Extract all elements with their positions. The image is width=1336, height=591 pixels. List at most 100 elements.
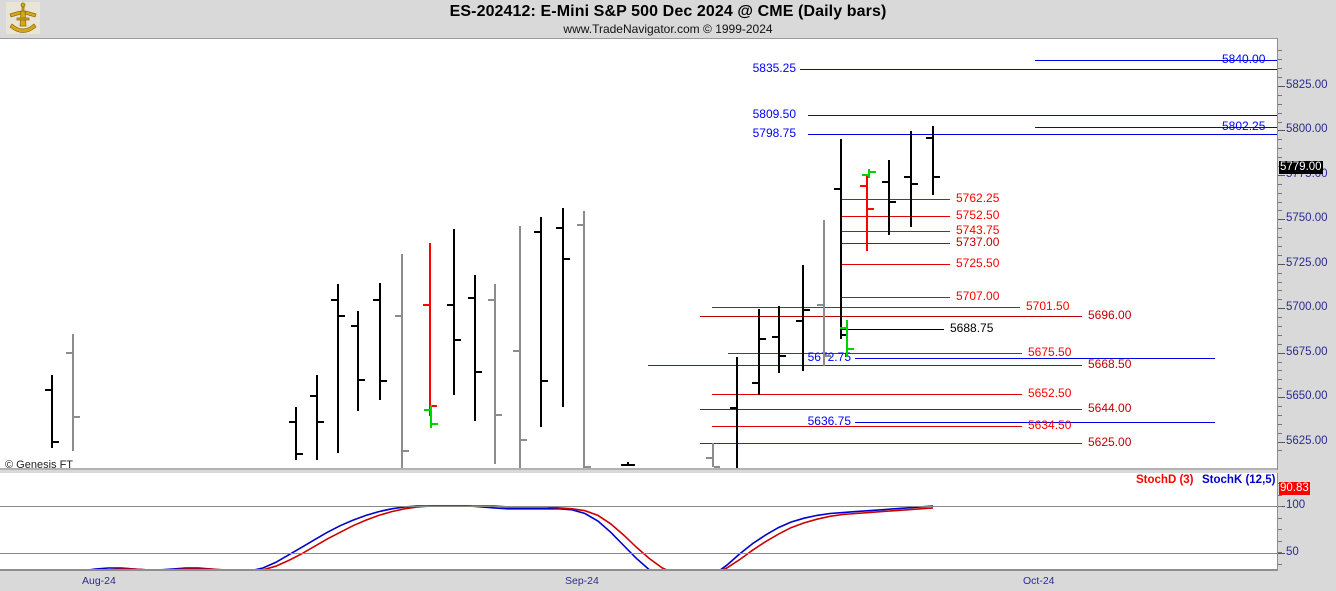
ohlc-bar[interactable] bbox=[424, 405, 438, 429]
ohlc-bar[interactable] bbox=[331, 284, 345, 454]
price-level-label[interactable]: 5634.50 bbox=[1028, 417, 1072, 432]
price-level-line[interactable] bbox=[800, 68, 1277, 70]
price-axis-minor-tick bbox=[1278, 379, 1282, 381]
bar-open-tick bbox=[331, 298, 337, 301]
price-level-label[interactable]: 5737.00 bbox=[956, 235, 1000, 250]
bar-range-stem bbox=[627, 462, 629, 466]
price-level-label[interactable]: 5743.75 bbox=[956, 223, 1000, 238]
price-level-label[interactable]: 5668.50 bbox=[1088, 357, 1132, 372]
bar-close-tick bbox=[629, 463, 635, 466]
price-level-line[interactable] bbox=[1035, 60, 1277, 62]
price-axis-minor-tick bbox=[1278, 121, 1282, 123]
ohlc-bar[interactable] bbox=[834, 138, 848, 340]
bar-close-tick bbox=[760, 337, 766, 340]
indicator-axis[interactable]: 100 50 90.83 bbox=[1277, 473, 1336, 571]
price-level-label[interactable]: 5798.75 bbox=[752, 125, 796, 140]
price-level-line[interactable] bbox=[700, 316, 1082, 318]
ohlc-bar[interactable] bbox=[904, 131, 918, 228]
ohlc-bar[interactable] bbox=[577, 211, 591, 468]
price-level-line[interactable] bbox=[712, 306, 1020, 308]
price-level-label[interactable]: 5707.00 bbox=[956, 288, 1000, 303]
price-axis-minor-tick bbox=[1278, 183, 1282, 185]
price-level-label[interactable]: 5636.75 bbox=[807, 413, 851, 428]
price-level-label[interactable]: 5675.50 bbox=[1028, 344, 1072, 359]
ohlc-bar[interactable] bbox=[373, 282, 387, 400]
price-level-line[interactable] bbox=[840, 329, 944, 331]
ohlc-bar[interactable] bbox=[926, 126, 940, 196]
price-level-label[interactable]: 5802.25 bbox=[1222, 119, 1266, 134]
price-axis[interactable]: 5825.00 5800.00 5775.00 5750.00 5725.00 5700.… bbox=[1277, 38, 1336, 470]
price-level-label[interactable]: 5809.50 bbox=[752, 106, 796, 121]
price-level-label[interactable]: 5696.00 bbox=[1088, 308, 1132, 323]
ohlc-bar[interactable] bbox=[513, 225, 527, 468]
price-level-label[interactable]: 5725.50 bbox=[956, 255, 1000, 270]
ohlc-bar[interactable] bbox=[752, 309, 766, 395]
price-level-line[interactable] bbox=[855, 421, 1215, 423]
bar-range-stem bbox=[474, 275, 476, 422]
price-level-label[interactable]: 5752.50 bbox=[956, 207, 1000, 222]
ohlc-bar[interactable] bbox=[395, 254, 409, 468]
bar-range-stem bbox=[337, 284, 339, 454]
ohlc-bar[interactable] bbox=[862, 168, 876, 178]
price-level-label[interactable]: 5644.00 bbox=[1088, 400, 1132, 415]
price-axis-tickmark bbox=[1278, 174, 1285, 176]
ohlc-bar[interactable] bbox=[45, 375, 59, 448]
ohlc-bar[interactable] bbox=[351, 311, 365, 411]
ohlc-bar[interactable] bbox=[447, 229, 461, 395]
price-level-line[interactable] bbox=[728, 352, 1022, 354]
legend-stoch-k[interactable]: StochK (12,5) bbox=[1202, 474, 1276, 486]
price-level-label[interactable]: 5835.25 bbox=[752, 60, 796, 75]
bar-range-stem bbox=[357, 311, 359, 411]
ohlc-bar[interactable] bbox=[840, 319, 854, 358]
price-level-line[interactable] bbox=[840, 296, 950, 298]
ohlc-bar[interactable] bbox=[706, 442, 720, 468]
ohlc-bar[interactable] bbox=[534, 216, 548, 427]
ohlc-bar[interactable] bbox=[621, 462, 635, 466]
price-level-line[interactable] bbox=[808, 133, 1277, 135]
bar-range-stem bbox=[519, 225, 521, 468]
price-level-line[interactable] bbox=[808, 114, 1277, 116]
price-axis-minor-tick bbox=[1278, 237, 1282, 239]
price-level-line[interactable] bbox=[700, 408, 1082, 410]
price-level-label[interactable]: 5688.75 bbox=[950, 321, 994, 336]
ohlc-bar[interactable] bbox=[860, 175, 874, 251]
price-level-line[interactable] bbox=[648, 365, 1082, 367]
price-level-label[interactable]: 5652.50 bbox=[1028, 385, 1072, 400]
price-level-line[interactable] bbox=[700, 442, 1082, 444]
price-level-line[interactable] bbox=[840, 198, 950, 200]
ohlc-bar[interactable] bbox=[796, 264, 810, 372]
price-level-line[interactable] bbox=[840, 231, 950, 233]
price-level-line[interactable] bbox=[712, 393, 1022, 395]
price-level-line[interactable] bbox=[840, 263, 950, 265]
ohlc-bar[interactable] bbox=[817, 220, 831, 367]
ohlc-bar[interactable] bbox=[66, 334, 80, 452]
price-level-line[interactable] bbox=[1035, 127, 1277, 129]
ohlc-bar[interactable] bbox=[289, 407, 303, 461]
ohlc-bar[interactable] bbox=[556, 207, 570, 407]
ohlc-bar[interactable] bbox=[310, 375, 324, 461]
ohlc-bar[interactable] bbox=[423, 243, 437, 416]
legend-stoch-d[interactable]: StochD (3) bbox=[1136, 474, 1194, 486]
price-axis-tickmark bbox=[1278, 441, 1285, 443]
price-level-label[interactable]: 5840.00 bbox=[1222, 52, 1266, 67]
ohlc-bar[interactable] bbox=[882, 159, 896, 235]
price-level-label[interactable]: 5701.50 bbox=[1026, 298, 1070, 313]
price-level-line[interactable] bbox=[840, 215, 950, 217]
price-level-line[interactable] bbox=[855, 357, 1215, 359]
bar-open-tick bbox=[834, 188, 840, 191]
ohlc-bar[interactable] bbox=[772, 305, 786, 374]
price-level-label[interactable]: 5625.00 bbox=[1088, 434, 1132, 449]
price-level-label[interactable]: 5762.25 bbox=[956, 190, 1000, 205]
price-chart-pane[interactable]: 5840.00 5835.25 5809.50 5802.25 5798.75 5762.… bbox=[0, 38, 1277, 470]
date-axis[interactable]: Aug-24 Sep-24 Oct-24 bbox=[0, 571, 1336, 591]
price-level-line[interactable] bbox=[840, 243, 950, 245]
price-level-line[interactable] bbox=[712, 425, 1022, 427]
stochastic-indicator-pane[interactable]: StochD (3) StochK (12,5) bbox=[0, 473, 1277, 571]
bar-range-stem bbox=[562, 207, 564, 407]
bar-open-tick bbox=[860, 184, 866, 187]
bar-close-tick bbox=[542, 380, 548, 383]
ohlc-bar[interactable] bbox=[730, 357, 738, 468]
ohlc-bar[interactable] bbox=[468, 275, 482, 422]
ohlc-bar[interactable] bbox=[488, 284, 502, 464]
price-axis-minor-tick bbox=[1278, 290, 1282, 292]
